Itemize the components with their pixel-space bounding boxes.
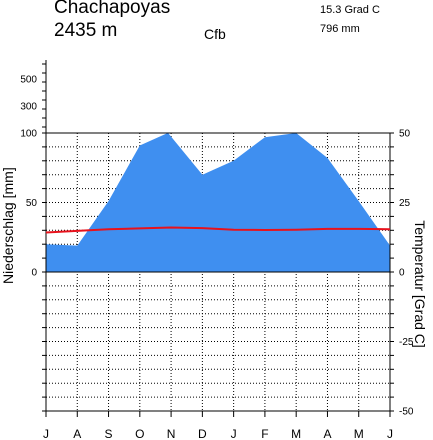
month-label: F [261, 427, 268, 440]
temperature-axis-label: Temperatur [Grad C] [412, 220, 428, 348]
mean-temperature: 15.3 Grad C [320, 4, 380, 16]
temperature-tick-label: -50 [399, 407, 414, 418]
temperature-tick-label: 25 [399, 198, 411, 209]
month-label: J [43, 427, 49, 440]
precipitation-tick-label: 100 [20, 129, 37, 140]
annual-precipitation: 796 mm [320, 23, 360, 35]
month-label: M [291, 427, 301, 440]
precipitation-tick-label: 0 [31, 268, 37, 279]
month-label: D [198, 427, 207, 440]
temperature-line [45, 226, 391, 234]
axis-ticks [42, 63, 394, 417]
station-name: Chachapoyas [54, 0, 171, 18]
month-label: A [323, 427, 331, 440]
month-label: A [73, 427, 81, 440]
month-label: J [387, 427, 393, 440]
temperature-tick-label: 0 [399, 268, 405, 279]
climate-class: Cfb [204, 26, 226, 42]
month-label: O [135, 427, 144, 440]
precipitation-tick-label: 500 [20, 75, 37, 86]
month-label: J [231, 427, 237, 440]
precipitation-area [46, 132, 390, 272]
precipitation-tick-label: 300 [20, 102, 37, 113]
month-label: N [167, 427, 176, 440]
precipitation-tick-label: 50 [26, 198, 38, 209]
temperature-tick-label: -25 [399, 337, 414, 348]
temperature-tick-label: 50 [399, 129, 411, 140]
station-elevation: 2435 m [54, 20, 118, 41]
month-label: S [105, 427, 113, 440]
precipitation-axis-label: Niederschlag [mm] [0, 167, 16, 284]
month-label: M [354, 427, 364, 440]
